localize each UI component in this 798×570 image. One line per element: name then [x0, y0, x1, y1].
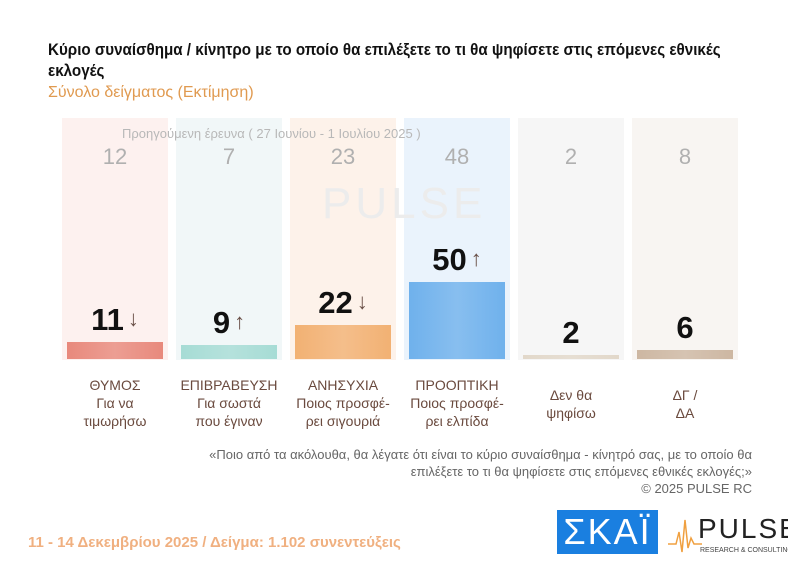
- arrow-down-icon: ↓: [356, 288, 368, 314]
- value-number: 2: [562, 315, 580, 350]
- chart-subtitle: Σύνολο δείγματος (Εκτίμηση): [48, 84, 254, 101]
- column-background: [62, 118, 168, 360]
- category-line1: ΘΥΜΟΣ: [89, 377, 141, 393]
- category-line3: ρει ελπίδα: [425, 413, 489, 429]
- chart-title: Κύριο συναίσθημα / κίνητρο με το οποίο θ…: [48, 41, 721, 80]
- column-background: [518, 118, 624, 360]
- question-text: «Ποιο από τα ακόλουθα, θα λέγατε ότι είν…: [192, 446, 752, 497]
- previous-value-label: 7: [222, 144, 236, 169]
- pulse-watermark: PULSE: [322, 179, 487, 228]
- value-label: 9 ↑: [176, 305, 282, 341]
- pulse-logo: PULSE RESEARCH & CONSULTING: [668, 510, 798, 556]
- category-line3: που έγιναν: [195, 413, 263, 429]
- arrow-up-icon: ↑: [234, 309, 246, 335]
- previous-value-label: 2: [564, 144, 578, 169]
- previous-value-label: 12: [102, 144, 128, 169]
- column-background: [632, 118, 738, 360]
- value-number: 9: [212, 305, 231, 341]
- bar-3: [409, 281, 505, 359]
- value-number: 11: [91, 301, 124, 337]
- category-line1: ΕΠΙΒΡΑΒΕΥΣΗ: [180, 377, 278, 393]
- category-line3: ψηφίσω: [546, 405, 596, 421]
- svg-text:PULSE: PULSE: [698, 513, 788, 544]
- skai-logo: ΣΚΑΪ: [557, 510, 658, 554]
- previous-value-label: 23: [330, 144, 356, 169]
- category-line2: Για σωστά: [197, 395, 261, 411]
- value-number: 6: [676, 309, 694, 345]
- value-label: 11 ↓: [62, 302, 168, 338]
- arrow-down-icon: ↓: [127, 305, 139, 331]
- category-line3: ΔΑ: [675, 405, 695, 421]
- category-line3: ρει σιγουριά: [305, 413, 381, 429]
- category-line2: Δεν θα: [549, 387, 593, 403]
- category-line2: Για να: [96, 395, 134, 411]
- svg-text:RESEARCH & CONSULTING: RESEARCH & CONSULTING: [700, 547, 788, 554]
- footer-date-sample: 11 - 14 Δεκεμβρίου 2025 / Δείγμα: 1.102 …: [28, 534, 401, 551]
- column-background: [176, 118, 282, 360]
- category-line2: ΔΓ /: [672, 387, 698, 403]
- value-label: 50 ↑: [404, 242, 510, 278]
- category-label: ΕΠΙΒΡΑΒΕΥΣΗ Για σωστά που έγιναν: [174, 376, 284, 430]
- value-label: 2: [518, 315, 624, 351]
- question: «Ποιο από τα ακόλουθα, θα λέγατε ότι είν…: [209, 447, 752, 479]
- category-label: ΘΥΜΟΣ Για να τιμωρήσω: [60, 376, 170, 430]
- value-number: 50: [432, 241, 467, 277]
- category-label: ΑΝΗΣΥΧΙΑ Ποιος προσφέ-ρει σιγουριά: [288, 376, 398, 430]
- category-label: Δεν θα ψηφίσω: [516, 386, 626, 422]
- previous-value-label: 48: [444, 144, 470, 169]
- previous-value-label: 8: [678, 144, 692, 169]
- previous-survey-note: Προηγούμενη έρευνα ( 27 Ιουνίου - 1 Ιουλ…: [122, 126, 421, 141]
- bar-2: [295, 324, 391, 359]
- bar-1: [181, 345, 277, 359]
- column-background: [290, 118, 396, 360]
- category-line2: Ποιος προσφέ-: [410, 395, 504, 411]
- value-number: 22: [318, 284, 353, 320]
- arrow-up-icon: ↑: [470, 245, 482, 271]
- category-line1: ΠΡΟΟΠΤΙΚΗ: [415, 377, 499, 393]
- value-label: 22 ↓: [290, 285, 396, 321]
- value-label: 6: [632, 310, 738, 346]
- category-label: ΠΡΟΟΠΤΙΚΗ Ποιος προσφέ-ρει ελπίδα: [402, 376, 512, 430]
- category-line3: τιμωρήσω: [83, 413, 147, 429]
- bar-5: [637, 349, 733, 359]
- category-line2: Ποιος προσφέ-: [296, 395, 390, 411]
- bar-0: [67, 341, 163, 359]
- category-line1: ΑΝΗΣΥΧΙΑ: [307, 377, 379, 393]
- bar-4: [523, 355, 619, 359]
- copyright: © 2025 PULSE RC: [641, 481, 752, 496]
- category-label: ΔΓ / ΔΑ: [630, 386, 740, 422]
